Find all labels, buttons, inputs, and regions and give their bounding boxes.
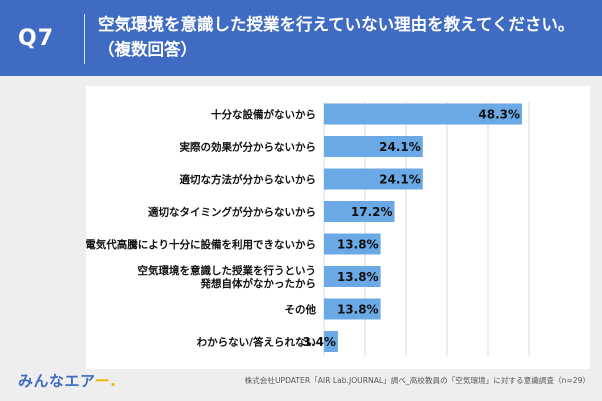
question-title: 空気環境を意識した授業を行えていない理由を教えてください。 <box>98 15 575 34</box>
category-label: その他 <box>285 303 317 316</box>
category-label: 適切なタイミングが分からないから <box>148 206 316 219</box>
logo-text: みんなエア <box>18 372 95 390</box>
brand-logo: みんなエアー. <box>18 370 116 391</box>
bar <box>324 168 423 190</box>
data-label: 17.2% <box>351 205 393 219</box>
bar <box>324 266 381 287</box>
question-number: Q7 <box>18 26 55 51</box>
category-label: 十分な設備がないから <box>211 108 316 121</box>
bar <box>324 298 381 320</box>
bar <box>324 233 381 255</box>
data-label: 48.3% <box>478 108 520 122</box>
source-note: 株式会社UPDATER「AIR Lab.JOURNAL」調べ_高校教員の「空気環… <box>244 376 590 385</box>
category-label: わからない/答えられない <box>197 336 316 349</box>
bar <box>324 136 423 157</box>
logo-tail: ー. <box>94 372 117 390</box>
data-label: 3.4% <box>303 335 336 349</box>
bar <box>324 331 338 352</box>
bar <box>324 103 523 125</box>
category-label: 空気環境を意識した授業を行うという <box>138 264 317 277</box>
chart-panel: 48.3% 十分な設備がないから 24.1% 実際の効果が分からないから 24.1% 適切… <box>86 86 590 369</box>
category-label: 適切な方法が分からないから <box>180 173 317 186</box>
data-label: 13.8% <box>337 270 379 284</box>
data-label: 24.1% <box>379 173 421 187</box>
bar-chart: 48.3% 十分な設備がないから 24.1% 実際の効果が分からないから 24.1% 適切… <box>86 102 530 356</box>
data-label: 13.8% <box>337 238 379 252</box>
question-subtitle: （複数回答） <box>98 40 197 59</box>
data-label: 13.8% <box>337 303 379 317</box>
header-divider <box>84 14 85 64</box>
bar <box>324 201 395 222</box>
category-label: 実際の効果が分からないから <box>180 141 317 154</box>
category-label: 電気代高騰により十分に設備を利用できないから <box>86 238 316 251</box>
data-label: 24.1% <box>379 140 421 154</box>
question-text: 空気環境を意識した授業を行えていない理由を教えてください。 （複数回答） <box>98 12 593 62</box>
category-label: 発想自体がなかったから <box>200 277 317 290</box>
question-header: Q7 空気環境を意識した授業を行えていない理由を教えてください。 （複数回答） <box>0 0 602 76</box>
